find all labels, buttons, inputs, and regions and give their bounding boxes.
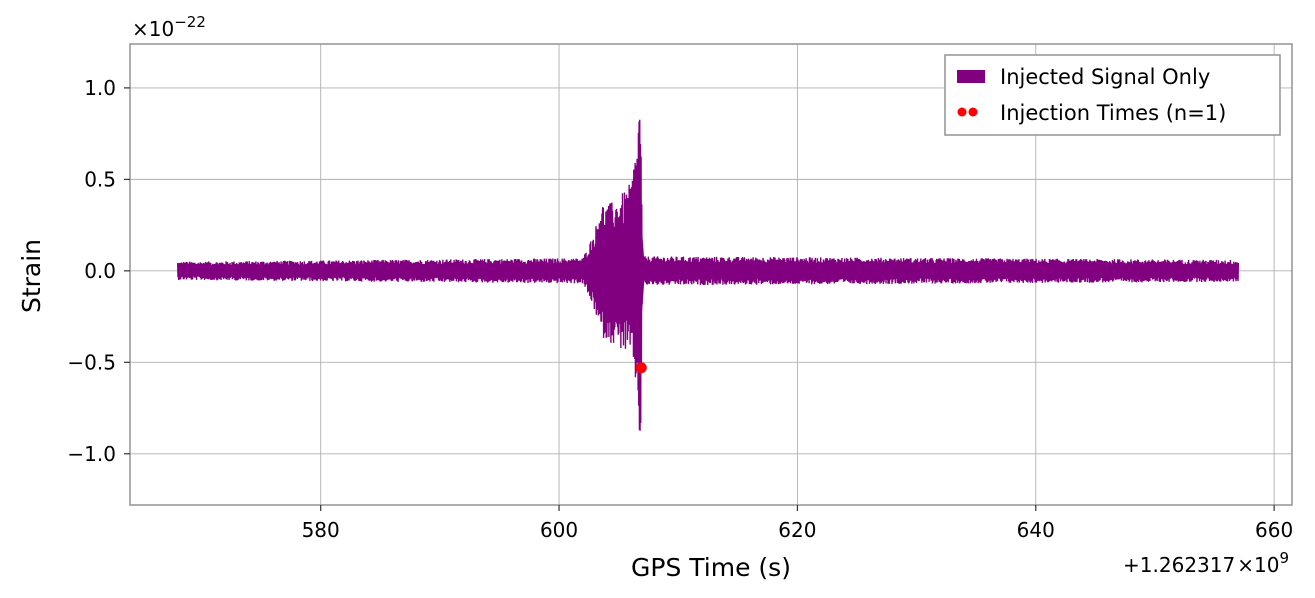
y-tick-label: −0.5 xyxy=(67,350,116,374)
legend: Injected Signal Only Injection Times (n=… xyxy=(944,54,1281,136)
legend-box xyxy=(944,54,1281,136)
legend-label-injection-times: Injection Times (n=1) xyxy=(1000,101,1226,125)
y-scale-base: ×10 xyxy=(132,17,174,41)
x-axis-title: GPS Time (s) xyxy=(631,553,791,582)
x-offset-times: ×10 xyxy=(1237,553,1279,577)
x-offset-exponent: 9 xyxy=(1279,549,1289,567)
y-axis-title: Strain xyxy=(17,239,46,313)
y-scale-label: ×10−22 xyxy=(132,13,206,41)
legend-marker-injection-1 xyxy=(957,107,967,117)
y-tick-label: 0.0 xyxy=(84,259,116,283)
y-tick-label: −1.0 xyxy=(67,442,116,466)
y-tick-label: 1.0 xyxy=(84,76,116,100)
x-offset-label: +1.262317 ×109 xyxy=(1123,549,1289,577)
legend-swatch-injected-signal xyxy=(957,70,985,83)
plot-frame xyxy=(129,43,1293,506)
injection-time-point xyxy=(635,362,647,374)
strain-series-core xyxy=(177,166,1239,376)
x-tick-label: 620 xyxy=(778,518,816,542)
x-axis: 580 600 620 640 660 xyxy=(302,505,1293,542)
x-tick-label: 640 xyxy=(1017,518,1055,542)
y-tick-label: 0.5 xyxy=(84,167,116,191)
x-tick-label: 660 xyxy=(1255,518,1293,542)
legend-label-injected-signal: Injected Signal Only xyxy=(1000,65,1210,89)
y-scale-exponent: −22 xyxy=(174,13,206,31)
x-tick-label: 580 xyxy=(302,518,340,542)
legend-marker-injection-2 xyxy=(968,107,978,117)
x-tick-label: 600 xyxy=(540,518,578,542)
series-layer xyxy=(176,119,1240,431)
y-axis: 1.0 0.5 0.0 −0.5 −1.0 xyxy=(67,76,130,466)
x-offset-base: +1.262317 xyxy=(1123,553,1235,577)
